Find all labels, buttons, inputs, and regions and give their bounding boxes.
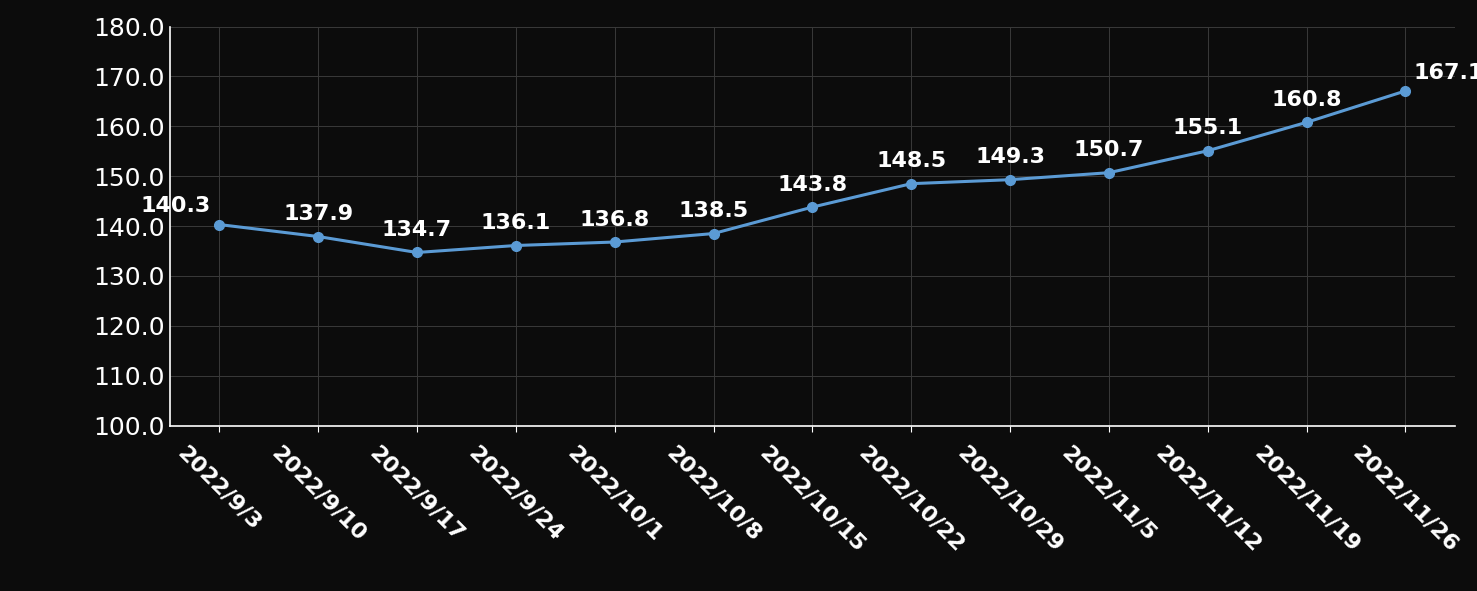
Text: 134.7: 134.7 <box>383 220 452 240</box>
Text: 167.1: 167.1 <box>1413 63 1477 83</box>
Text: 149.3: 149.3 <box>975 147 1046 167</box>
Text: 140.3: 140.3 <box>140 196 211 216</box>
Text: 136.1: 136.1 <box>480 213 551 233</box>
Text: 150.7: 150.7 <box>1074 140 1145 160</box>
Text: 137.9: 137.9 <box>284 204 353 224</box>
Text: 138.5: 138.5 <box>678 201 749 221</box>
Text: 136.8: 136.8 <box>579 210 650 229</box>
Text: 143.8: 143.8 <box>777 174 848 194</box>
Text: 160.8: 160.8 <box>1272 90 1341 110</box>
Text: 155.1: 155.1 <box>1173 118 1242 138</box>
Text: 148.5: 148.5 <box>876 151 947 171</box>
